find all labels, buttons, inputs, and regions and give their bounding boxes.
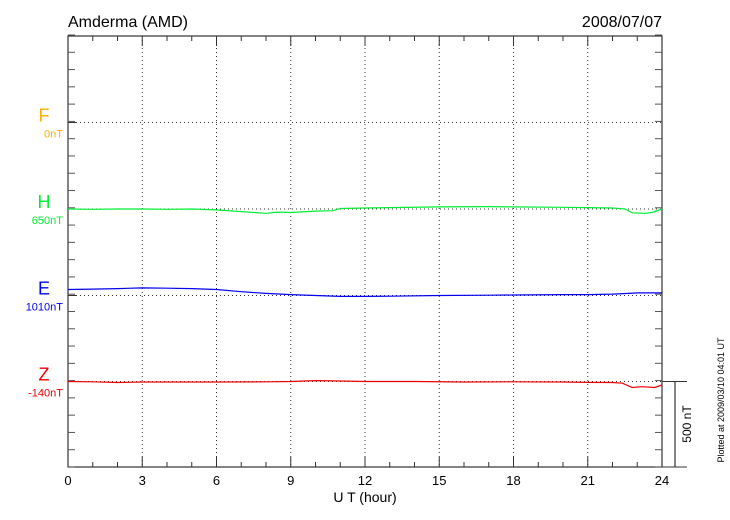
x-tick-label: 18: [506, 473, 520, 488]
series-line-h: [67, 205, 663, 214]
plotted-timestamp: Plotted at 2009/03/10 04:01 UT: [716, 337, 726, 463]
x-tick-label: 21: [581, 473, 595, 488]
x-tick-label: 24: [655, 473, 669, 488]
x-tick-label: 15: [432, 473, 446, 488]
x-tick-label: 6: [213, 473, 220, 488]
series-name-h: H: [38, 192, 51, 212]
baseline-value-z: -140nT: [28, 388, 63, 400]
station-title: Amderma (AMD): [68, 14, 188, 31]
baseline-value-h: 650nT: [32, 215, 63, 227]
series-name-e: E: [38, 279, 50, 299]
series-name-z: Z: [39, 365, 50, 385]
x-tick-label: 12: [358, 473, 372, 488]
scale-bar-label: 500 nT: [680, 405, 694, 443]
date-label: 2008/07/07: [582, 14, 662, 31]
baseline-value-f: 0nT: [44, 129, 63, 141]
x-tick-label: 3: [139, 473, 146, 488]
series-name-f: F: [39, 106, 50, 126]
series-line-z: [67, 379, 663, 389]
x-axis-label: U T (hour): [333, 489, 396, 505]
x-tick-label: 0: [64, 473, 71, 488]
series-line-e: [67, 287, 662, 297]
x-tick-label: 9: [287, 473, 294, 488]
baseline-value-e: 1010nT: [26, 302, 64, 314]
